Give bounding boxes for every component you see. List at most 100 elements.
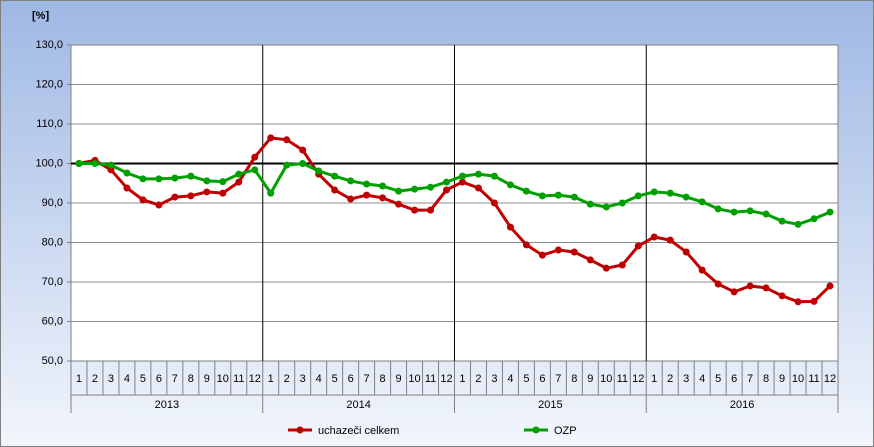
x-tick-label: 1 <box>651 373 657 385</box>
x-tick-label: 4 <box>699 373 705 385</box>
x-tick-label: 11 <box>617 373 628 385</box>
point <box>347 195 355 203</box>
point <box>490 199 498 207</box>
x-tick-label: 7 <box>555 373 561 385</box>
point <box>427 206 435 214</box>
x-tick-label: 10 <box>792 373 804 385</box>
point <box>794 220 802 228</box>
point <box>299 160 307 167</box>
point <box>123 184 131 192</box>
x-tick-label: 12 <box>440 373 452 385</box>
point <box>203 188 211 196</box>
point <box>235 178 243 186</box>
point <box>602 264 610 272</box>
point <box>315 167 323 175</box>
x-tick-label: 7 <box>172 373 178 385</box>
x-tick-label: 9 <box>204 373 210 385</box>
legend-label: uchazeči celkem <box>318 425 399 437</box>
point <box>826 282 834 290</box>
x-tick-label: 11 <box>425 373 436 385</box>
legend-label: OZP <box>554 425 577 437</box>
point <box>730 288 738 296</box>
x-tick-label: 6 <box>539 373 545 385</box>
point <box>554 191 562 199</box>
point <box>395 187 403 195</box>
y-tick-label: 90,0 <box>42 197 63 209</box>
point <box>299 146 307 154</box>
x-tick-label: 3 <box>300 373 306 385</box>
y-tick-label: 110,0 <box>36 118 63 130</box>
point <box>570 193 578 201</box>
x-tick-label: 4 <box>507 373 513 385</box>
point <box>506 223 514 231</box>
x-tick-label: 4 <box>316 373 322 385</box>
point <box>698 266 706 274</box>
x-tick-label: 6 <box>348 373 354 385</box>
point <box>762 284 770 292</box>
x-tick-label: 6 <box>731 373 737 385</box>
point <box>746 282 754 290</box>
point <box>458 172 466 180</box>
point <box>251 166 259 174</box>
x-tick-label: 3 <box>683 373 689 385</box>
point <box>778 292 786 300</box>
point <box>411 185 419 193</box>
point <box>379 182 387 190</box>
point <box>522 241 530 249</box>
x-tick-label: 2 <box>284 373 290 385</box>
point <box>155 201 163 209</box>
point <box>458 178 466 186</box>
point <box>267 189 275 197</box>
point <box>666 236 674 244</box>
point <box>395 200 403 208</box>
point <box>379 194 387 202</box>
x-tick-label: 12 <box>632 373 644 385</box>
point <box>602 203 610 211</box>
point <box>538 192 546 200</box>
point <box>107 161 115 169</box>
point <box>363 191 371 199</box>
point <box>714 280 722 288</box>
point <box>411 206 419 214</box>
point <box>586 256 594 264</box>
point <box>171 193 179 201</box>
point <box>443 186 451 194</box>
point <box>682 193 690 201</box>
point <box>267 134 275 142</box>
point <box>474 184 482 192</box>
x-tick-label: 3 <box>108 373 114 385</box>
point <box>794 298 802 306</box>
point <box>219 189 227 197</box>
point <box>331 172 339 180</box>
point <box>730 208 738 216</box>
y-tick-label: 50,0 <box>42 355 63 367</box>
point <box>746 207 754 215</box>
x-tick-label: 7 <box>747 373 753 385</box>
point <box>139 196 147 204</box>
x-tick-label: 8 <box>380 373 386 385</box>
x-tick-label: 7 <box>364 373 370 385</box>
point <box>75 160 83 167</box>
point <box>650 188 658 196</box>
point <box>283 161 291 169</box>
x-tick-label: 11 <box>808 373 819 385</box>
point <box>634 242 642 250</box>
point <box>427 183 435 191</box>
x-tick-label: 9 <box>587 373 593 385</box>
legend-marker <box>532 426 540 434</box>
point <box>283 136 291 144</box>
point <box>187 172 195 180</box>
point <box>139 175 147 183</box>
y-axis-label: [%] <box>32 10 49 22</box>
point <box>810 215 818 223</box>
y-tick-label: 80,0 <box>42 236 63 248</box>
year-label: 2014 <box>346 399 370 411</box>
point <box>506 181 514 189</box>
point <box>570 248 578 256</box>
y-tick-label: 70,0 <box>42 276 63 288</box>
x-tick-label: 3 <box>491 373 497 385</box>
point <box>538 251 546 259</box>
point <box>171 174 179 182</box>
x-tick-label: 5 <box>715 373 721 385</box>
